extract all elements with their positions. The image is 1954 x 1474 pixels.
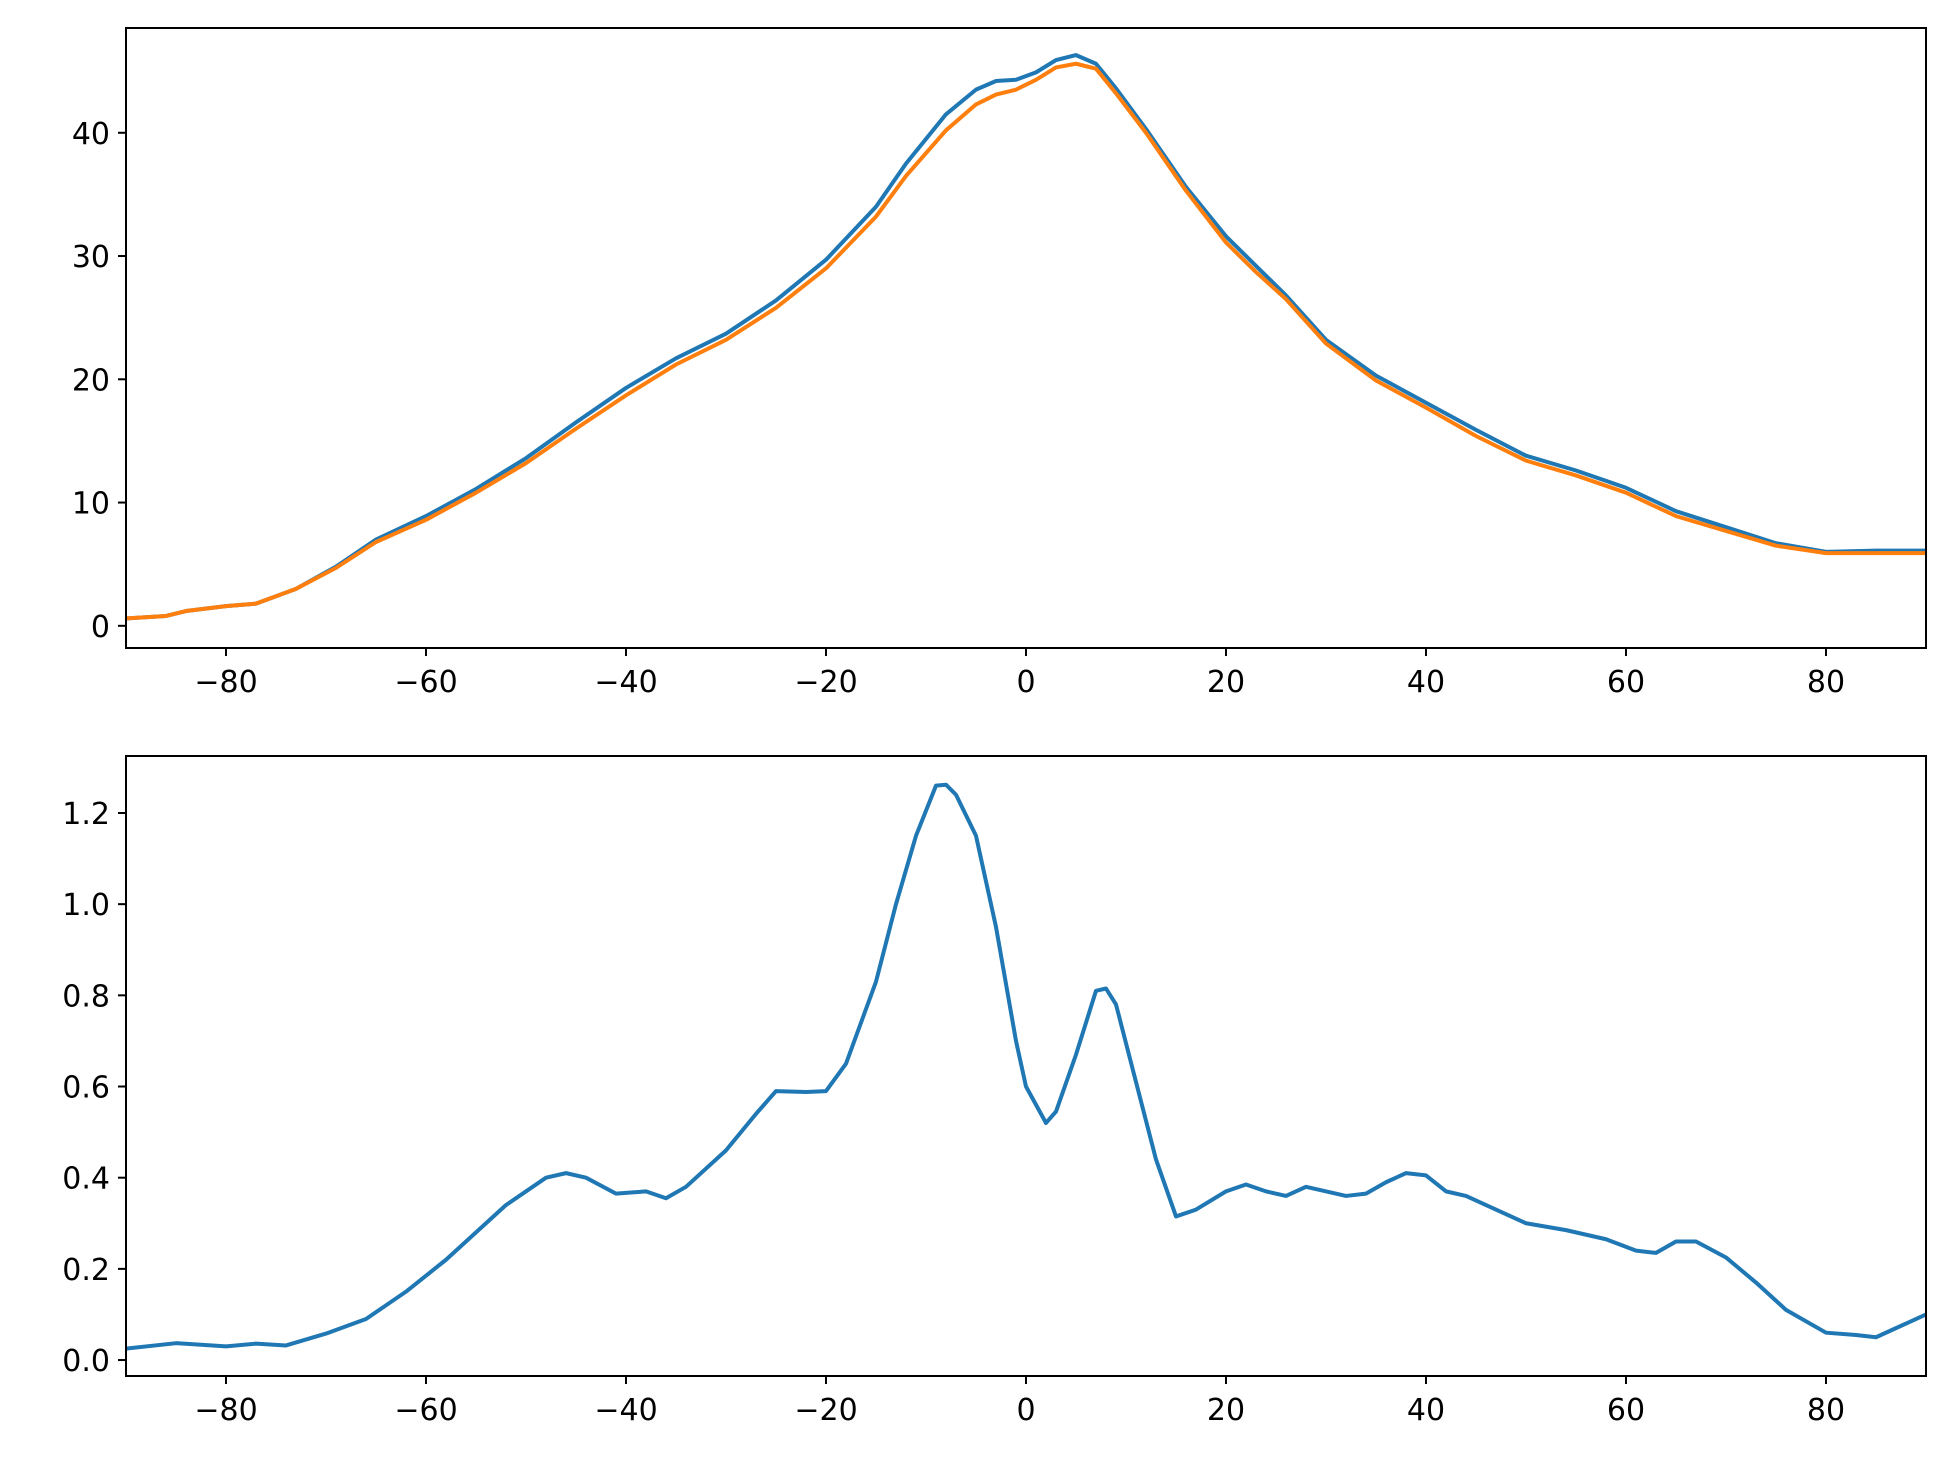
- x-tick-label: 60: [1607, 1393, 1645, 1428]
- x-tick-label: −20: [794, 1393, 857, 1428]
- x-tick-label: 20: [1207, 665, 1245, 700]
- y-tick-label: 20: [72, 363, 110, 398]
- series-line-2: [126, 61, 1926, 621]
- bottom-subplot: −80 −60 −40 −20 0 20 40 60 80 0.0 0.2 0.4 0.6 0.8 1.0 1…: [62, 755, 1927, 1428]
- x-tick-label: 80: [1807, 1393, 1845, 1428]
- x-tick-label: 40: [1407, 665, 1445, 700]
- top-subplot: −80 −60 −40 −20 0 20 40 60 80 0 10 20 30 40: [72, 27, 1927, 700]
- series-line-1: [126, 782, 1926, 1351]
- x-tick-label: −20: [794, 665, 857, 700]
- y-tick-label: 0.0: [62, 1344, 110, 1379]
- series-line-1: [126, 53, 1926, 621]
- y-tick-label: 1.0: [62, 888, 110, 923]
- x-tick-label: 0: [1016, 665, 1035, 700]
- y-tick-label: 30: [72, 240, 110, 275]
- y-tick-label: 0: [91, 610, 110, 645]
- y-tick-label: 10: [72, 487, 110, 522]
- x-tick-label: 80: [1807, 665, 1845, 700]
- x-tick-label: −40: [594, 1393, 657, 1428]
- y-tick-label: 0.8: [62, 979, 110, 1014]
- x-tick-label: 0: [1016, 1393, 1035, 1428]
- x-tick-label: 60: [1607, 665, 1645, 700]
- x-tick-label: −40: [594, 665, 657, 700]
- x-tick-label: 20: [1207, 1393, 1245, 1428]
- y-tick-label: 0.6: [62, 1071, 110, 1106]
- y-tick-label: 0.2: [62, 1253, 110, 1288]
- x-tick-label: −60: [394, 665, 457, 700]
- y-tick-label: 0.4: [62, 1162, 110, 1197]
- y-tick-label: 40: [72, 117, 110, 152]
- x-tick-label: 40: [1407, 1393, 1445, 1428]
- x-tick-label: −80: [194, 1393, 257, 1428]
- x-tick-label: −60: [394, 1393, 457, 1428]
- x-tick-label: −80: [194, 665, 257, 700]
- y-tick-label: 1.2: [62, 797, 110, 832]
